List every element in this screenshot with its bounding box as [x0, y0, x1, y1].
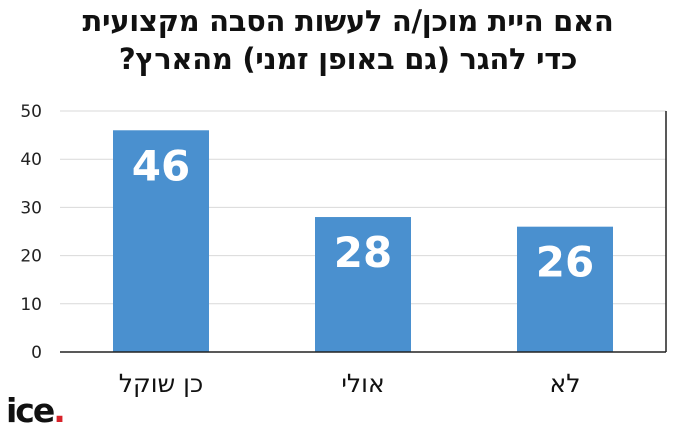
- x-tick-label-0: כן שוקל: [119, 369, 203, 398]
- chart-title-line-1: האם היית מוכן/ה לעשות הסבה מקצועית: [82, 4, 614, 38]
- bar-value-label-1: 28: [334, 228, 392, 277]
- x-tick-label-2: לא: [550, 369, 581, 398]
- logo-text: ice: [6, 391, 55, 430]
- bars: 46 28 26: [113, 130, 613, 352]
- bar-1: [315, 217, 411, 352]
- bar-value-label-2: 26: [536, 238, 594, 287]
- y-tick-label-30: 30: [20, 198, 42, 218]
- y-tick-label-10: 10: [20, 295, 42, 315]
- x-axis-ticks: כן שוקל אולי לא: [119, 369, 581, 398]
- y-tick-label-0: 0: [31, 343, 42, 363]
- chart-title-line-2: כדי להגר (גם באופן זמני) מהארץ?: [118, 42, 578, 76]
- bar-value-label-0: 46: [132, 141, 190, 190]
- x-tick-label-1: אולי: [341, 369, 384, 398]
- bar-2: [517, 226, 613, 352]
- y-tick-label-20: 20: [20, 247, 42, 267]
- logo-dot: .: [53, 391, 65, 430]
- axes: [60, 111, 667, 353]
- y-tick-label-50: 50: [20, 102, 42, 122]
- y-tick-label-40: 40: [20, 150, 42, 170]
- bar-0: [113, 130, 209, 352]
- y-axis-ticks: 0 10 20 30 40 50: [20, 102, 42, 363]
- ice-logo: ice.: [6, 391, 66, 430]
- chart-title: האם היית מוכן/ה לעשות הסבה מקצועית כדי ל…: [0, 2, 696, 78]
